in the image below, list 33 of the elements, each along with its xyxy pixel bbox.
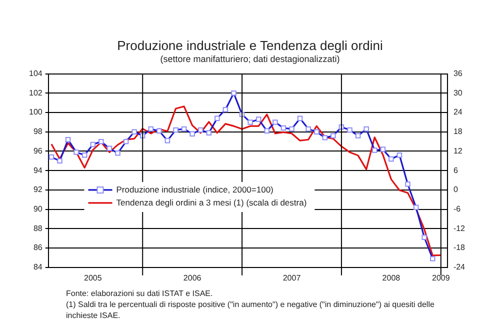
y-tick-label: 104 [28, 69, 43, 78]
y2-tick-label: -18 [453, 243, 466, 252]
y-tick-label: 102 [28, 88, 43, 98]
text: (1) Saldi tra le percentuali di risposte positive ("in aumento") e negative ("in diminuzione") ai quesiti delle inchieste ISAE. [66, 299, 436, 321]
y2-tick-label: -6 [453, 204, 462, 214]
y-tick-label: 94 [33, 166, 43, 175]
y-tick-label: 84 [33, 262, 43, 272]
y-tick-label: 92 [33, 185, 43, 194]
source-note: Fonte: elaborazioni su dati ISTAT e ISAE. [66, 288, 214, 299]
y2-tick-label: 0 [453, 185, 458, 194]
y-tick-label: 96 [33, 146, 43, 156]
x-tick-label: 2006 [183, 273, 202, 282]
y2-tick-label: 36 [453, 69, 463, 78]
y-tick-label: 88 [33, 224, 43, 233]
y-tick-label: 86 [33, 243, 43, 252]
y2-tick-label: 30 [453, 88, 463, 98]
y2-tick-label: 18 [453, 127, 463, 136]
y-tick-label: 98 [33, 127, 43, 136]
x-tick-label: 2009 [432, 273, 450, 282]
y2-tick-label: 24 [453, 108, 463, 117]
legend-label: Produzione industriale (indice, 2000=100) [116, 184, 274, 194]
x-tick-label: 2008 [382, 273, 401, 282]
y2-tick-label: -24 [453, 262, 466, 272]
y2-tick-label: -12 [453, 224, 466, 233]
y-tick-label: 100 [28, 108, 43, 117]
y-tick-label: 90 [33, 204, 43, 214]
x-tick-label: 2005 [84, 273, 102, 282]
y2-tick-label: 6 [453, 166, 458, 175]
chart-title: Produzione industriale e Tendenza degli ordini [116, 38, 384, 53]
legend-label: Tendenza degli ordini a 3 mesi (1) (scala di destra) [116, 197, 307, 208]
chart-subtitle: (settore manifatturiero; dati destagionalizzati) [159, 54, 341, 64]
x-tick-label: 2007 [282, 273, 302, 282]
y2-tick-label: 12 [453, 146, 463, 156]
